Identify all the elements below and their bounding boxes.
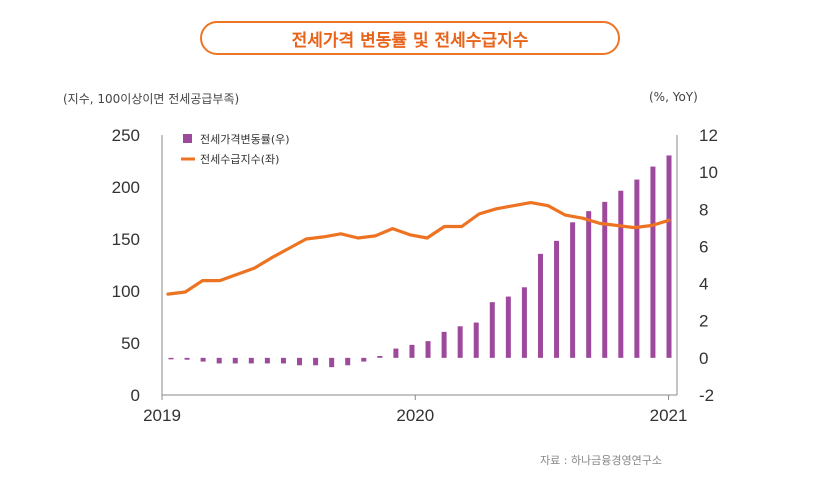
bar-rate bbox=[345, 357, 351, 366]
bar-rate bbox=[393, 348, 399, 358]
left-tick-label: 200 bbox=[112, 178, 140, 197]
bar-rate bbox=[602, 201, 608, 358]
bar-rate bbox=[425, 341, 431, 358]
left-tick-label: 0 bbox=[131, 386, 140, 405]
bar-rate bbox=[280, 357, 286, 364]
chart-title: 전세가격 변동률 및 전세수급지수 bbox=[291, 30, 529, 51]
right-tick-label: 4 bbox=[699, 275, 708, 294]
legend-bar-swatch bbox=[183, 134, 192, 143]
bar-rate bbox=[521, 287, 527, 358]
x-tick-label: 2019 bbox=[143, 406, 181, 425]
bar-rate bbox=[200, 357, 206, 362]
x-tick-label: 2020 bbox=[396, 406, 434, 425]
bar-rate bbox=[297, 357, 303, 366]
source-note: 자료 : 하나금융경영연구소 bbox=[540, 454, 663, 467]
legend-bar-label: 전세가격변동률(우) bbox=[200, 133, 290, 146]
bar-rate bbox=[232, 357, 238, 364]
left-axis-caption: (지수, 100이상이면 전세공급부족) bbox=[63, 92, 240, 106]
bar-rate bbox=[216, 357, 222, 364]
right-tick-label: 8 bbox=[699, 200, 708, 219]
bar-rate bbox=[666, 155, 672, 358]
bar-rate bbox=[489, 302, 495, 358]
right-tick-label: 10 bbox=[699, 163, 718, 182]
bar-rate bbox=[618, 190, 624, 358]
bar-rate bbox=[377, 356, 383, 358]
bar-rate bbox=[184, 357, 190, 360]
bar-rate bbox=[361, 357, 367, 362]
right-axis-caption: (%, YoY) bbox=[649, 90, 698, 104]
bar-rate bbox=[441, 331, 447, 358]
bar-rate bbox=[457, 326, 463, 358]
chart-title-box: 전세가격 변동률 및 전세수급지수 bbox=[200, 21, 620, 55]
right-tick-label: 0 bbox=[699, 349, 708, 368]
right-tick-label: 6 bbox=[699, 237, 708, 256]
bar-rate bbox=[168, 357, 174, 360]
bar-rate bbox=[313, 357, 319, 366]
bar-rate bbox=[634, 179, 640, 358]
bar-rate bbox=[505, 296, 511, 358]
left-tick-label: 100 bbox=[112, 282, 140, 301]
x-tick-label: 2021 bbox=[650, 406, 688, 425]
bar-rate bbox=[264, 357, 270, 364]
bar-rate bbox=[554, 240, 560, 358]
bar-rate bbox=[586, 211, 592, 358]
bar-rate bbox=[537, 253, 543, 358]
left-tick-label: 150 bbox=[112, 230, 140, 249]
bar-rate bbox=[650, 166, 656, 358]
bar-rate bbox=[570, 222, 576, 358]
bar-rate bbox=[409, 344, 415, 358]
left-tick-label: 250 bbox=[112, 126, 140, 145]
right-tick-label: -2 bbox=[699, 386, 714, 405]
bar-rate bbox=[329, 357, 335, 368]
bar-rate bbox=[248, 357, 254, 364]
legend-line-label: 전세수급지수(좌) bbox=[200, 153, 279, 166]
right-tick-label: 2 bbox=[699, 312, 708, 331]
right-tick-label: 12 bbox=[699, 126, 718, 145]
line-supply-index bbox=[166, 201, 671, 296]
left-tick-label: 50 bbox=[121, 334, 140, 353]
bar-rate bbox=[473, 322, 479, 358]
legend: 전세가격변동률(우) 전세수급지수(좌) bbox=[181, 133, 290, 166]
